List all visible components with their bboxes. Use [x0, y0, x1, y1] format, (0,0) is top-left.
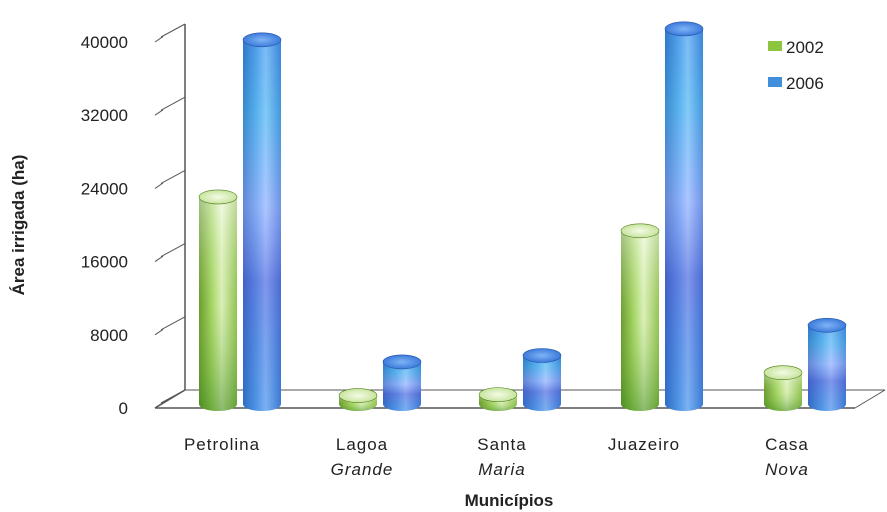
bar-shading — [808, 325, 846, 411]
bar-2002-3 — [620, 223, 660, 411]
x-tick-label: Juazeiro — [608, 435, 680, 454]
bar-cap — [242, 32, 282, 48]
y-tick-connector — [160, 243, 186, 258]
bar-shading — [383, 361, 421, 411]
y-tick-connector — [160, 23, 186, 38]
bar-2006-0 — [242, 32, 282, 411]
bar-2002-0 — [198, 189, 238, 411]
y-tick-mark — [154, 182, 164, 189]
bar-2006-4 — [807, 318, 847, 411]
y-axis: 0 8000 16000 24000 32000 40000 — [81, 23, 186, 418]
bar-shading — [621, 230, 659, 411]
bar-2002-2 — [478, 387, 518, 411]
bar-2002-4 — [763, 365, 803, 411]
y-tick-mark — [154, 109, 164, 116]
legend-swatch-2006 — [768, 77, 782, 87]
floor-depth-right — [854, 389, 886, 409]
bar-cap — [763, 365, 803, 380]
bar-cap — [807, 318, 847, 333]
x-tick-label: Santa — [477, 435, 526, 454]
y-tick-label: 16000 — [81, 253, 128, 272]
x-tick-label-line2: Nova — [765, 460, 809, 479]
legend: 2002 2006 — [768, 38, 824, 93]
y-tick-label: 32000 — [81, 106, 128, 125]
bar-2002-1 — [338, 388, 378, 411]
y-tick-connector — [160, 316, 186, 331]
y-tick-mark — [154, 328, 164, 336]
bar-shading — [764, 372, 802, 411]
bar-2006-3 — [664, 21, 704, 411]
bar-cap — [620, 223, 660, 239]
x-tick-label-line2: Maria — [478, 460, 526, 479]
bar-cap — [522, 348, 562, 363]
x-tick-label: Casa — [765, 435, 809, 454]
bar-cap — [198, 189, 238, 205]
y-tick-connector — [160, 389, 186, 404]
y-tick-mark — [154, 36, 164, 43]
y-axis-label: Área irrigada (ha) — [9, 155, 28, 296]
bar-shading — [523, 355, 561, 411]
bar-cap — [478, 387, 518, 402]
bar-cap — [382, 354, 422, 370]
y-tick-connector — [160, 169, 186, 184]
y-tick-mark — [154, 402, 164, 409]
bar-2006-2 — [522, 348, 562, 411]
bar-cap — [664, 21, 704, 37]
x-axis: Petrolina Lagoa Grande Santa Maria Juazeiro Ca… — [184, 435, 809, 479]
y-tick-label: 40000 — [81, 33, 128, 52]
x-tick-label: Petrolina — [184, 435, 260, 454]
x-axis-label: Municípios — [465, 491, 554, 510]
bars-group — [198, 21, 847, 411]
bar-shading — [665, 28, 703, 411]
bar-shading — [199, 196, 237, 411]
bar-cap — [338, 388, 378, 403]
y-tick-label: 0 — [119, 399, 128, 418]
legend-label-2002: 2002 — [786, 38, 824, 57]
x-tick-label-line2: Grande — [331, 460, 394, 479]
x-tick-label: Lagoa — [336, 435, 388, 454]
y-tick-label: 8000 — [90, 326, 128, 345]
y-tick-mark — [154, 255, 164, 263]
bar-shading — [243, 39, 281, 411]
legend-label-2006: 2006 — [786, 74, 824, 93]
y-tick-label: 24000 — [81, 179, 128, 198]
y-tick-connector — [160, 96, 186, 111]
legend-swatch-2002 — [768, 41, 782, 51]
bar-2006-1 — [382, 354, 422, 411]
